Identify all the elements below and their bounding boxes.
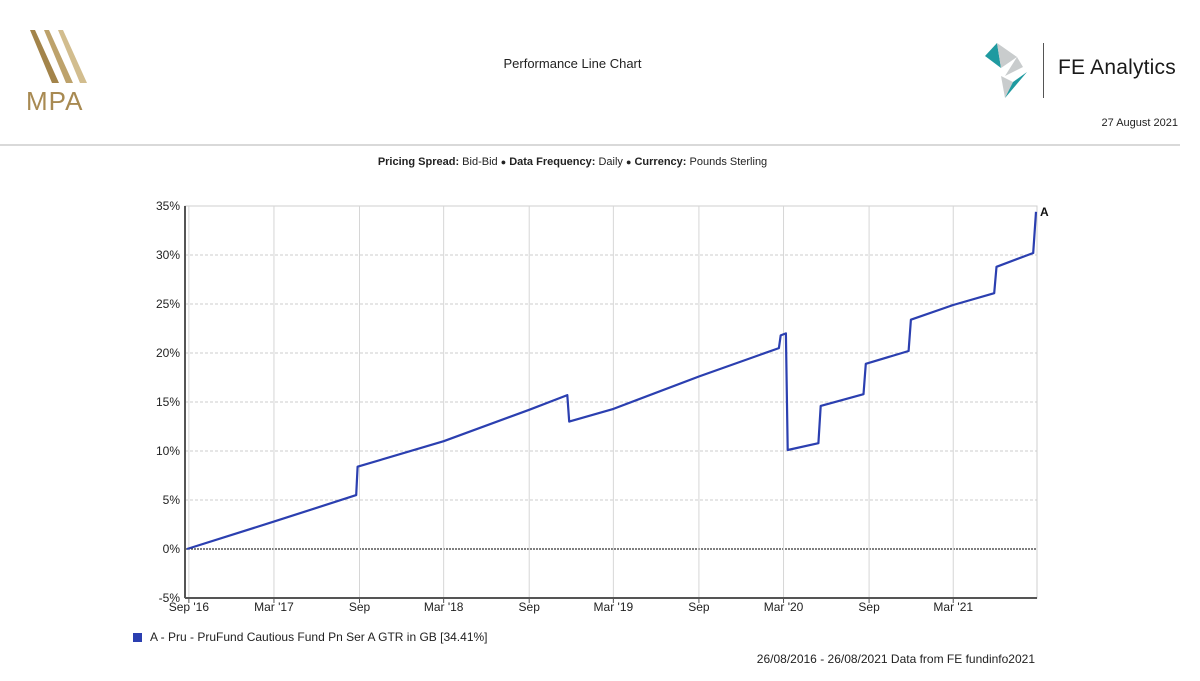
legend-label: A - Pru - PruFund Cautious Fund Pn Ser A… [150, 630, 488, 644]
x-tick-label: Mar '18 [424, 600, 464, 614]
x-tick-label: Mar '17 [254, 600, 294, 614]
y-tick-label: 5% [163, 493, 181, 507]
fe-analytics-logo-icon [985, 43, 1027, 98]
series-a-line [186, 211, 1038, 551]
x-tick-label: Sep [349, 600, 371, 614]
separator-dot: ● [500, 157, 507, 167]
x-axis-ticks: Sep '16 Mar '17 Sep Mar '18 Sep Mar '19 Sep Mar… [169, 600, 974, 614]
y-tick-label: 35% [156, 199, 180, 213]
chart-gridlines [184, 205, 1038, 599]
x-tick-label: Sep [858, 600, 880, 614]
pricing-spread-label: Pricing Spread: [377, 156, 460, 168]
mpa-logo-text: MPA [26, 86, 83, 114]
x-tick-label: Mar '21 [933, 600, 973, 614]
y-tick-label: 0% [163, 542, 181, 556]
y-tick-label: 10% [156, 444, 180, 458]
series-end-label: A [1040, 205, 1049, 219]
x-tick-label: Mar '20 [764, 600, 804, 614]
currency-value: Pounds Sterling [689, 156, 768, 168]
chart-axes [184, 206, 1037, 603]
separator-dot: ● [625, 157, 632, 167]
report-title: Performance Line Chart [503, 56, 642, 71]
chart-legend: A - Pru - PruFund Cautious Fund Pn Ser A… [133, 630, 488, 644]
x-tick-label: Sep [688, 600, 710, 614]
y-tick-label: 20% [156, 346, 180, 360]
header-divider [1043, 43, 1044, 98]
y-tick-label: 15% [156, 395, 180, 409]
header-rule [0, 144, 1180, 146]
x-tick-label: Sep '16 [169, 600, 210, 614]
fe-analytics-brand: FE Analytics [1058, 56, 1176, 79]
mpa-logo: MPA [26, 30, 87, 114]
report-date: 27 August 2021 [1101, 117, 1178, 129]
currency-label: Currency: [634, 156, 687, 168]
y-axis-ticks: 35% 30% 25% 20% 15% 10% 5% 0% -5% [156, 199, 180, 605]
chart-settings-line: Pricing Spread: Bid-Bid ● Data Frequency… [0, 156, 1145, 168]
data-frequency-label: Data Frequency: [509, 156, 596, 168]
y-tick-label: 30% [156, 248, 180, 262]
legend-marker-icon [133, 632, 142, 642]
data-source-note: 26/08/2016 - 26/08/2021 Data from FE fun… [756, 652, 1035, 666]
x-tick-label: Mar '19 [594, 600, 634, 614]
y-tick-label: -5% [159, 591, 181, 605]
y-tick-label: 25% [156, 297, 180, 311]
data-frequency-value: Daily [598, 156, 623, 168]
x-tick-label: Sep [519, 600, 541, 614]
pricing-spread-value: Bid-Bid [462, 156, 498, 168]
